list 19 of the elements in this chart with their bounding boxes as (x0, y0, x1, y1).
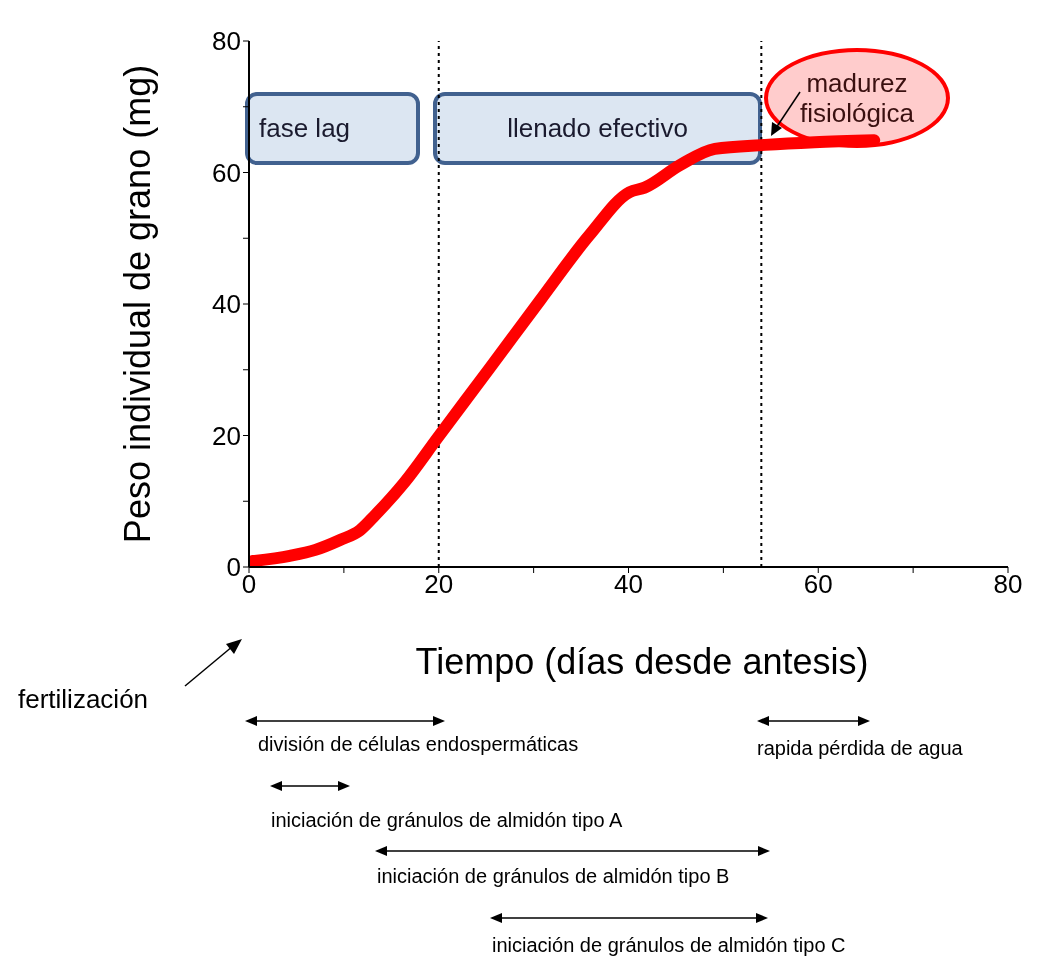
text: rapida pérdida de agua (757, 737, 964, 760)
x-tick-label: 40 (614, 569, 643, 600)
text: fertilización (18, 684, 150, 715)
rounded-box: fase lag (245, 92, 420, 165)
x-tick-label: 60 (803, 569, 833, 600)
rounded-box: llenado efectivo (433, 92, 762, 165)
y-tick-label: 60 (212, 157, 241, 188)
y-tick-label: 80 (212, 26, 241, 57)
y-tick-label: 20 (212, 420, 241, 451)
y-axis-title: Peso individual de grano (mg) (117, 64, 158, 544)
x-axis-title: Tiempo (días desde antesis) (415, 641, 869, 682)
ellipse-outline: madurez fisiológica (764, 48, 950, 148)
x-tick-label: 20 (424, 569, 454, 600)
text: iniciación de gránulos de almidón tipo A (271, 809, 624, 832)
text: iniciación de gránulos de almidón tipo C (492, 934, 847, 957)
text: iniciación de gránulos de almidón tipo B (377, 865, 731, 888)
text: división de células endospermáticas (258, 733, 580, 756)
x-tick-label: 80 (993, 569, 1023, 600)
y-tick-label: 40 (212, 289, 241, 320)
